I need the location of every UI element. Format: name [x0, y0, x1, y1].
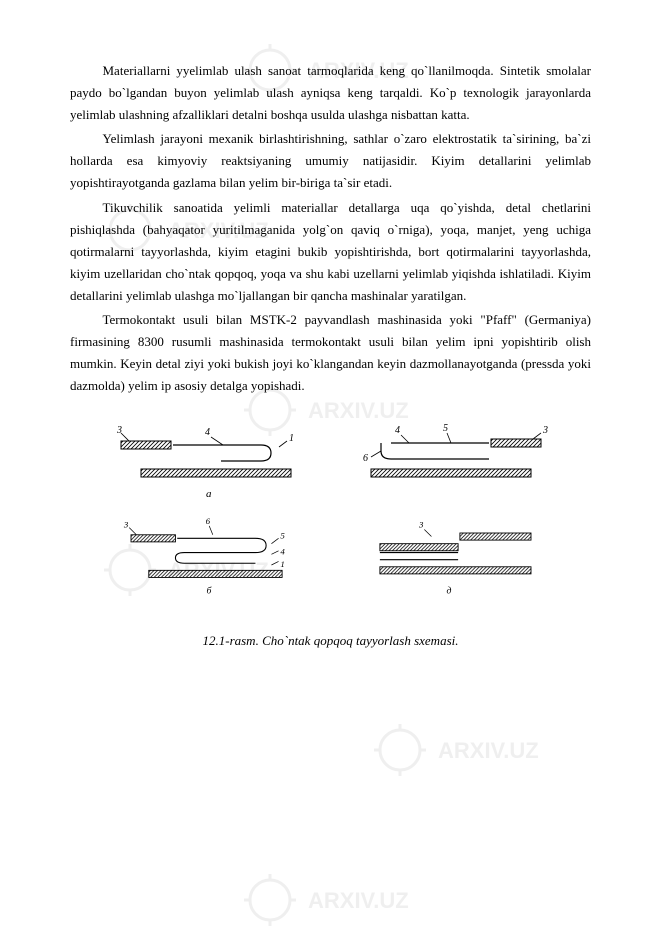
body-paragraph: Tikuvchilik sanoatida yelimli materialla…	[70, 197, 591, 307]
svg-text:д: д	[446, 586, 451, 597]
svg-text:ARXIV.UZ: ARXIV.UZ	[438, 738, 539, 763]
body-paragraph: Yelimlash jarayoni mexanik birlashtirish…	[70, 128, 591, 194]
svg-text:3: 3	[542, 425, 548, 436]
svg-text:6: 6	[363, 453, 368, 464]
page-content: Materiallarni yyelimlab ulash sanoat tar…	[70, 60, 591, 649]
figure-caption: 12.1-rasm. Cho`ntak qopqoq tayyorlash sx…	[202, 633, 458, 649]
watermark: ARXIV.UZ	[370, 720, 550, 780]
schematic-panel-d: 3 д	[351, 517, 551, 597]
svg-text:3: 3	[116, 425, 122, 436]
figure-block: 3 4 1 a 3 4 5	[70, 421, 591, 649]
svg-text:б: б	[206, 586, 212, 597]
svg-text:a: a	[206, 488, 212, 500]
figure-row-bottom: 3 6 5 4 1 б 3 д	[111, 517, 551, 597]
svg-text:4: 4	[205, 427, 210, 438]
schematic-panel-a2: 3 4 5 6	[351, 421, 551, 501]
schematic-panel-b: 3 6 5 4 1 б	[111, 517, 311, 597]
svg-text:ARXIV.UZ: ARXIV.UZ	[308, 888, 409, 913]
svg-text:5: 5	[280, 531, 285, 541]
svg-text:5: 5	[443, 423, 448, 434]
svg-text:4: 4	[280, 547, 285, 557]
svg-text:3: 3	[122, 520, 128, 530]
body-paragraph: Materiallarni yyelimlab ulash sanoat tar…	[70, 60, 591, 126]
figure-row-top: 3 4 1 a 3 4 5	[111, 421, 551, 501]
svg-text:1: 1	[289, 433, 294, 444]
body-paragraph: Termokontakt usuli bilan MSTK-2 payvandl…	[70, 309, 591, 397]
schematic-panel-a: 3 4 1 a	[111, 421, 311, 501]
svg-text:3: 3	[418, 520, 424, 530]
svg-text:4: 4	[395, 425, 400, 436]
watermark: ARXIV.UZ	[240, 870, 420, 930]
svg-text:1: 1	[280, 559, 284, 569]
svg-text:6: 6	[205, 517, 210, 526]
